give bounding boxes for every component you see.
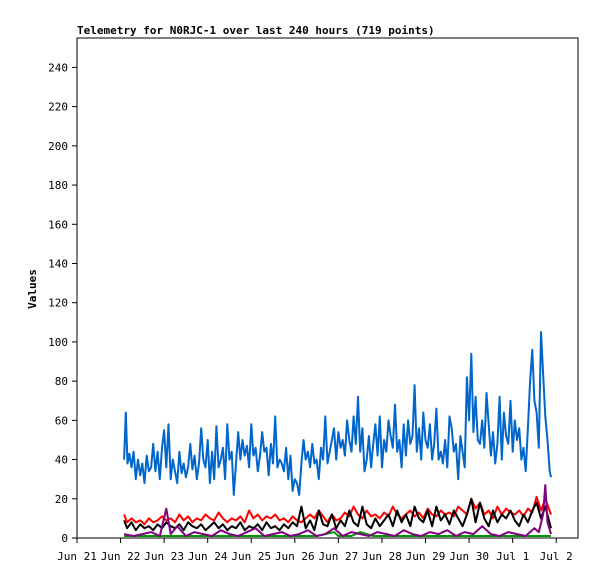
x-tick-label: Jun 30 [449,550,489,563]
series-line-1 [123,331,552,496]
series-line-5 [123,484,552,537]
x-tick-label: Jun 26 [275,550,315,563]
y-tick-label: 220 [48,101,68,114]
y-tick-label: 140 [48,257,68,270]
y-tick-label: 240 [48,61,68,74]
x-axis: Jun 21 Jun 22 Jun 23 Jun 24 Jun 25 Jun 26 Jun … [57,538,573,563]
y-tick-label: 20 [55,493,68,506]
x-tick-label: Jun 25 [231,550,271,563]
chart-title: Telemetry for N0RJC-1 over last 240 hour… [77,24,435,37]
x-tick-label: Jun 21 [57,550,97,563]
y-tick-label: 180 [48,179,68,192]
y-tick-label: 200 [48,140,68,153]
x-tick-label: Jun 23 [144,550,184,563]
x-tick-label: Jun 27 [319,550,359,563]
y-tick-label: 80 [55,375,68,388]
x-tick-label: Jun 24 [188,550,228,563]
y-axis: 0 20 40 60 80 100 120 140 160 180 200 220 240 [48,61,77,545]
x-tick-label: Jun 22 [101,550,141,563]
series-line-3 [123,497,552,532]
y-tick-label: 120 [48,297,68,310]
y-tick-label: 160 [48,218,68,231]
y-tick-label: 40 [55,454,68,467]
y-axis-title: Values [26,269,39,309]
y-tick-label: 0 [61,532,68,545]
y-tick-label: 100 [48,336,68,349]
x-tick-label: Jun 29 [406,550,446,563]
x-tick-label: Jun 28 [362,550,402,563]
series-line-2 [123,495,552,526]
y-tick-label: 60 [55,414,68,427]
x-tick-label: Jul 1 [496,550,529,563]
x-tick-label: Jul 2 [540,550,573,563]
series-layer [123,331,552,537]
